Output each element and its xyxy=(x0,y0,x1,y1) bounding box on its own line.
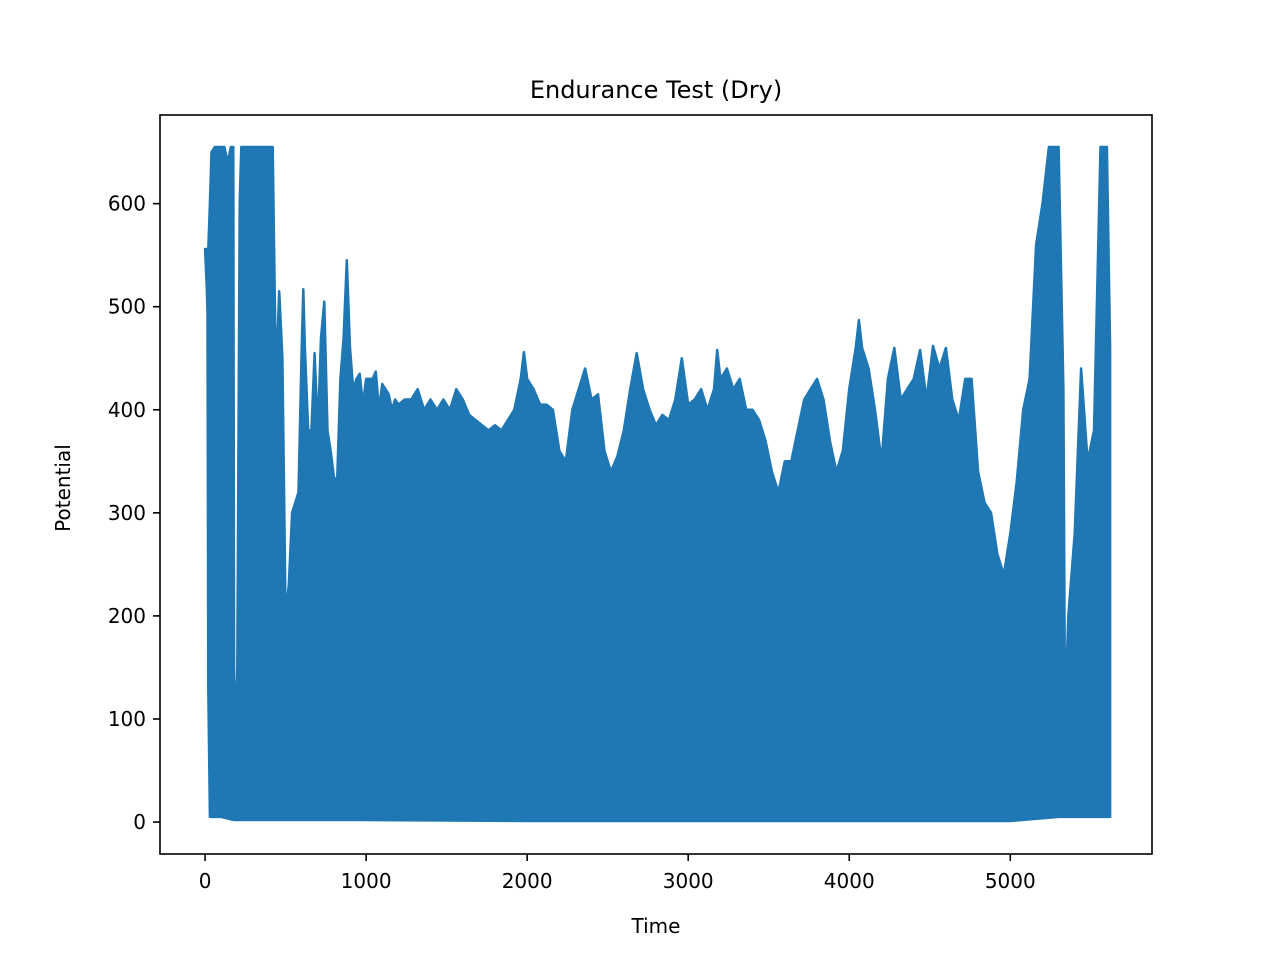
x-ticks: 0 1000 2000 3000 4000 5000 xyxy=(199,854,1036,893)
x-axis-title: Time xyxy=(631,914,681,938)
y-tick-label: 600 xyxy=(108,192,146,216)
series-line-0 xyxy=(203,145,1112,823)
y-axis-title: Potential xyxy=(51,444,75,532)
plot-area xyxy=(203,145,1112,823)
chart-title: Endurance Test (Dry) xyxy=(530,76,782,104)
y-tick-label: 500 xyxy=(108,295,146,319)
y-tick-label: 300 xyxy=(108,501,146,525)
y-tick-label: 100 xyxy=(108,707,146,731)
x-tick-label: 5000 xyxy=(985,869,1036,893)
x-tick-label: 3000 xyxy=(663,869,714,893)
y-ticks: 0 100 200 300 400 500 600 xyxy=(108,192,160,834)
x-tick-label: 1000 xyxy=(341,869,392,893)
y-tick-label: 400 xyxy=(108,398,146,422)
x-tick-label: 0 xyxy=(199,869,212,893)
y-tick-label: 0 xyxy=(133,810,146,834)
plot-frame xyxy=(159,114,1153,855)
x-tick-label: 4000 xyxy=(824,869,875,893)
x-tick-label: 2000 xyxy=(502,869,553,893)
y-tick-label: 200 xyxy=(108,604,146,628)
